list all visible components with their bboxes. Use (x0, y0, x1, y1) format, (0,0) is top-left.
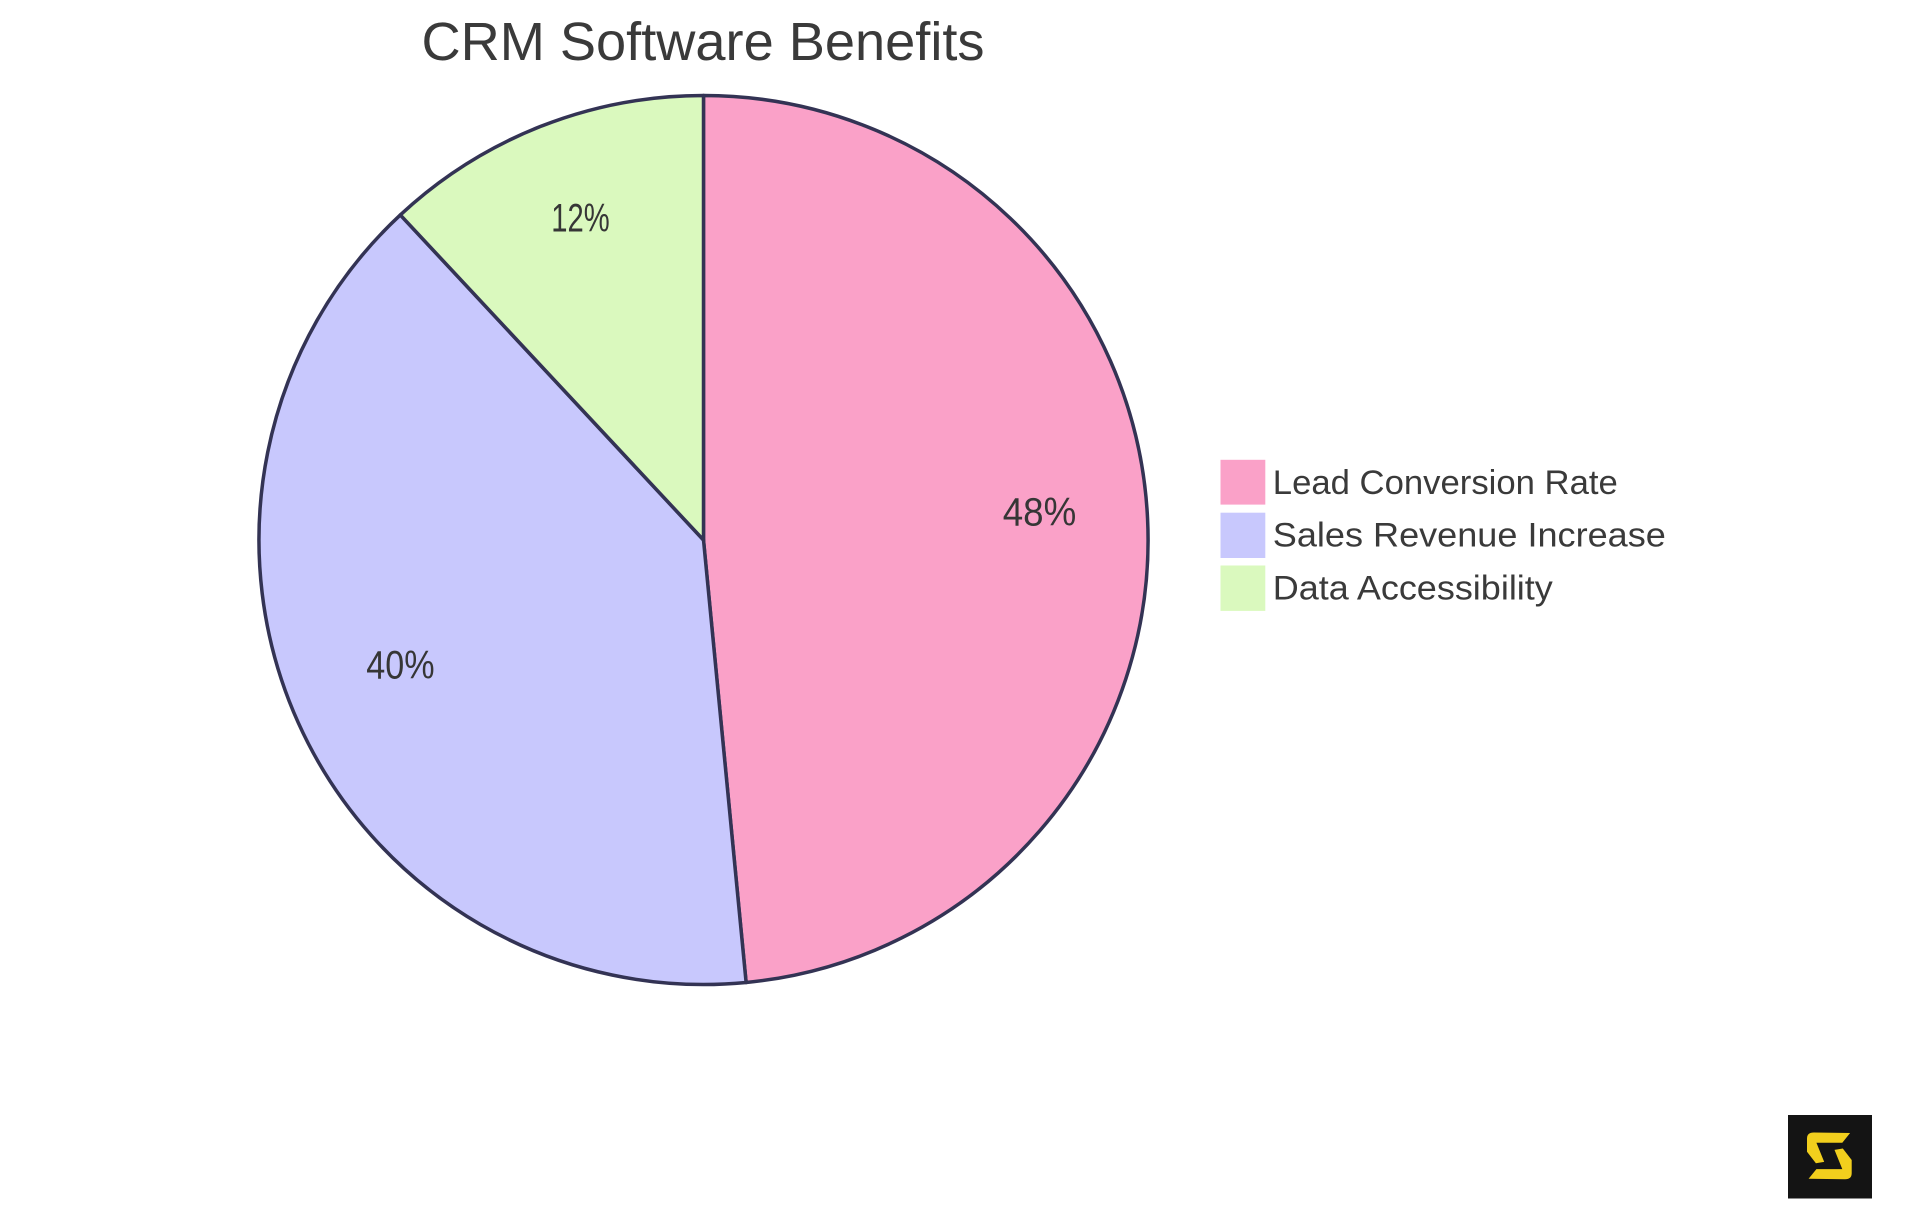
svg-text:Data Accessibility: Data Accessibility (1273, 570, 1553, 608)
svg-text:12%: 12% (551, 196, 609, 240)
svg-text:48%: 48% (1003, 491, 1077, 535)
svg-text:40%: 40% (366, 643, 434, 687)
svg-text:Sales Revenue Increase: Sales Revenue Increase (1273, 517, 1666, 555)
svg-text:Lead Conversion Rate: Lead Conversion Rate (1273, 464, 1618, 502)
svg-text:CRM Software Benefits: CRM Software Benefits (422, 13, 985, 72)
